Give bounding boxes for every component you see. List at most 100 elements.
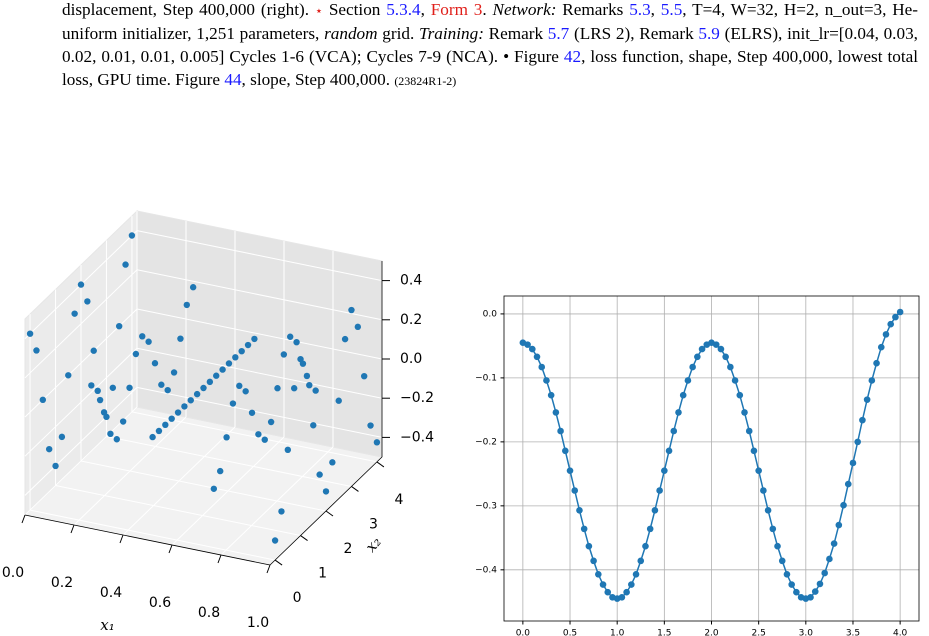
data-point [595,570,602,578]
data-point [251,335,258,343]
y-axis-label: x₂ [362,533,385,556]
plot-frame [503,295,920,622]
data-point [750,447,758,455]
tick-mark [325,510,334,517]
grid-line [136,308,383,360]
caption-text: Remark [483,24,548,43]
data-point [628,581,635,588]
x-tick-label: 1.5 [657,629,671,636]
data-point [727,363,734,371]
caption-text: Remarks [556,0,630,19]
grid-line [24,347,138,457]
grid-line [136,386,383,438]
data-point [280,351,288,358]
caption-star: ⋆ [314,3,324,18]
x-tick-label: 0.2 [51,575,73,591]
data-point [712,341,720,348]
caption-text: , loss function, shape, Step 400,000, lo… [62,47,918,89]
remark-link[interactable]: 5.7 [547,24,570,43]
figure-caption: displacement, Step 400,000 (right). ⋆ Se… [62,0,918,93]
data-point [109,384,117,391]
tick-mark [376,461,385,468]
grid-line [136,230,383,282]
tick-mark [351,486,359,492]
caption-text: , [650,0,661,19]
data-point [306,381,313,389]
data-point [816,580,824,588]
data-point [244,341,252,349]
data-point [122,261,129,268]
data-point [877,343,885,351]
figure-link[interactable]: 42 [563,47,582,66]
data-point [181,403,188,410]
data-point [316,471,323,478]
data-point [807,594,814,601]
data-point [788,581,795,588]
z-tick-label: −0.2 [400,390,434,406]
data-point [524,341,531,348]
caption-text: (LRS 2), Remark [569,24,699,43]
data-point [675,409,682,416]
data-point [149,433,156,441]
data-point [261,436,268,443]
data-point [52,462,59,470]
data-point [310,422,317,429]
remark-link[interactable]: 5.3 [629,0,651,19]
data-point [854,438,861,446]
data-point [303,372,311,380]
data-point [863,396,871,403]
y-tick-label: 1 [318,566,327,582]
tick-mark [70,524,75,534]
caption-text: grid. [377,24,419,43]
data-point [242,388,249,395]
section-link[interactable]: 5.3.4 [386,0,421,19]
data-point [566,467,574,474]
y-tick-label: −0.2 [475,437,497,447]
data-point [90,347,97,354]
data-point [755,467,762,474]
tick-mark [300,535,308,541]
data-point [778,557,786,565]
y-tick-label: 0 [293,590,302,606]
tick-mark [274,559,283,566]
data-point [679,391,687,399]
remark-link[interactable]: 5.5 [660,0,683,19]
data-point [360,372,368,380]
z-tick-label: −0.4 [400,429,434,445]
data-point [267,418,275,426]
x-tick-label: 1.0 [610,629,625,636]
data-point [590,557,597,565]
tick-mark [217,554,222,564]
caption-text: displacement, Step 400,000 (right). [62,0,315,19]
data-point [255,431,262,438]
data-point [844,480,852,488]
data-point [830,540,838,547]
data-point [367,422,374,429]
x-tick-label: 2.5 [751,629,765,636]
grid-line [24,269,138,379]
data-point [632,570,640,578]
form-link[interactable]: Form 3 [430,0,483,19]
data-point [599,581,607,588]
data-point [896,308,904,316]
data-point [278,508,285,515]
data-point [287,333,294,340]
grid-line [106,435,352,487]
y-tick-label: −0.4 [475,565,497,575]
data-point [642,542,649,550]
data-point [783,570,791,578]
data-point [274,385,281,392]
data-point [348,306,355,314]
tick-mark [21,514,26,524]
figure-link[interactable]: 44 [224,70,242,89]
data-point [200,384,207,392]
data-point [45,445,53,453]
y-tick-label: 3 [369,516,378,532]
x-tick-label: 0.8 [198,605,220,621]
data-point [177,335,184,342]
caption-id: (23824R1-2) [394,74,457,88]
remark-link[interactable]: 5.9 [698,24,720,43]
data-point [132,350,140,358]
data-point [168,415,175,422]
